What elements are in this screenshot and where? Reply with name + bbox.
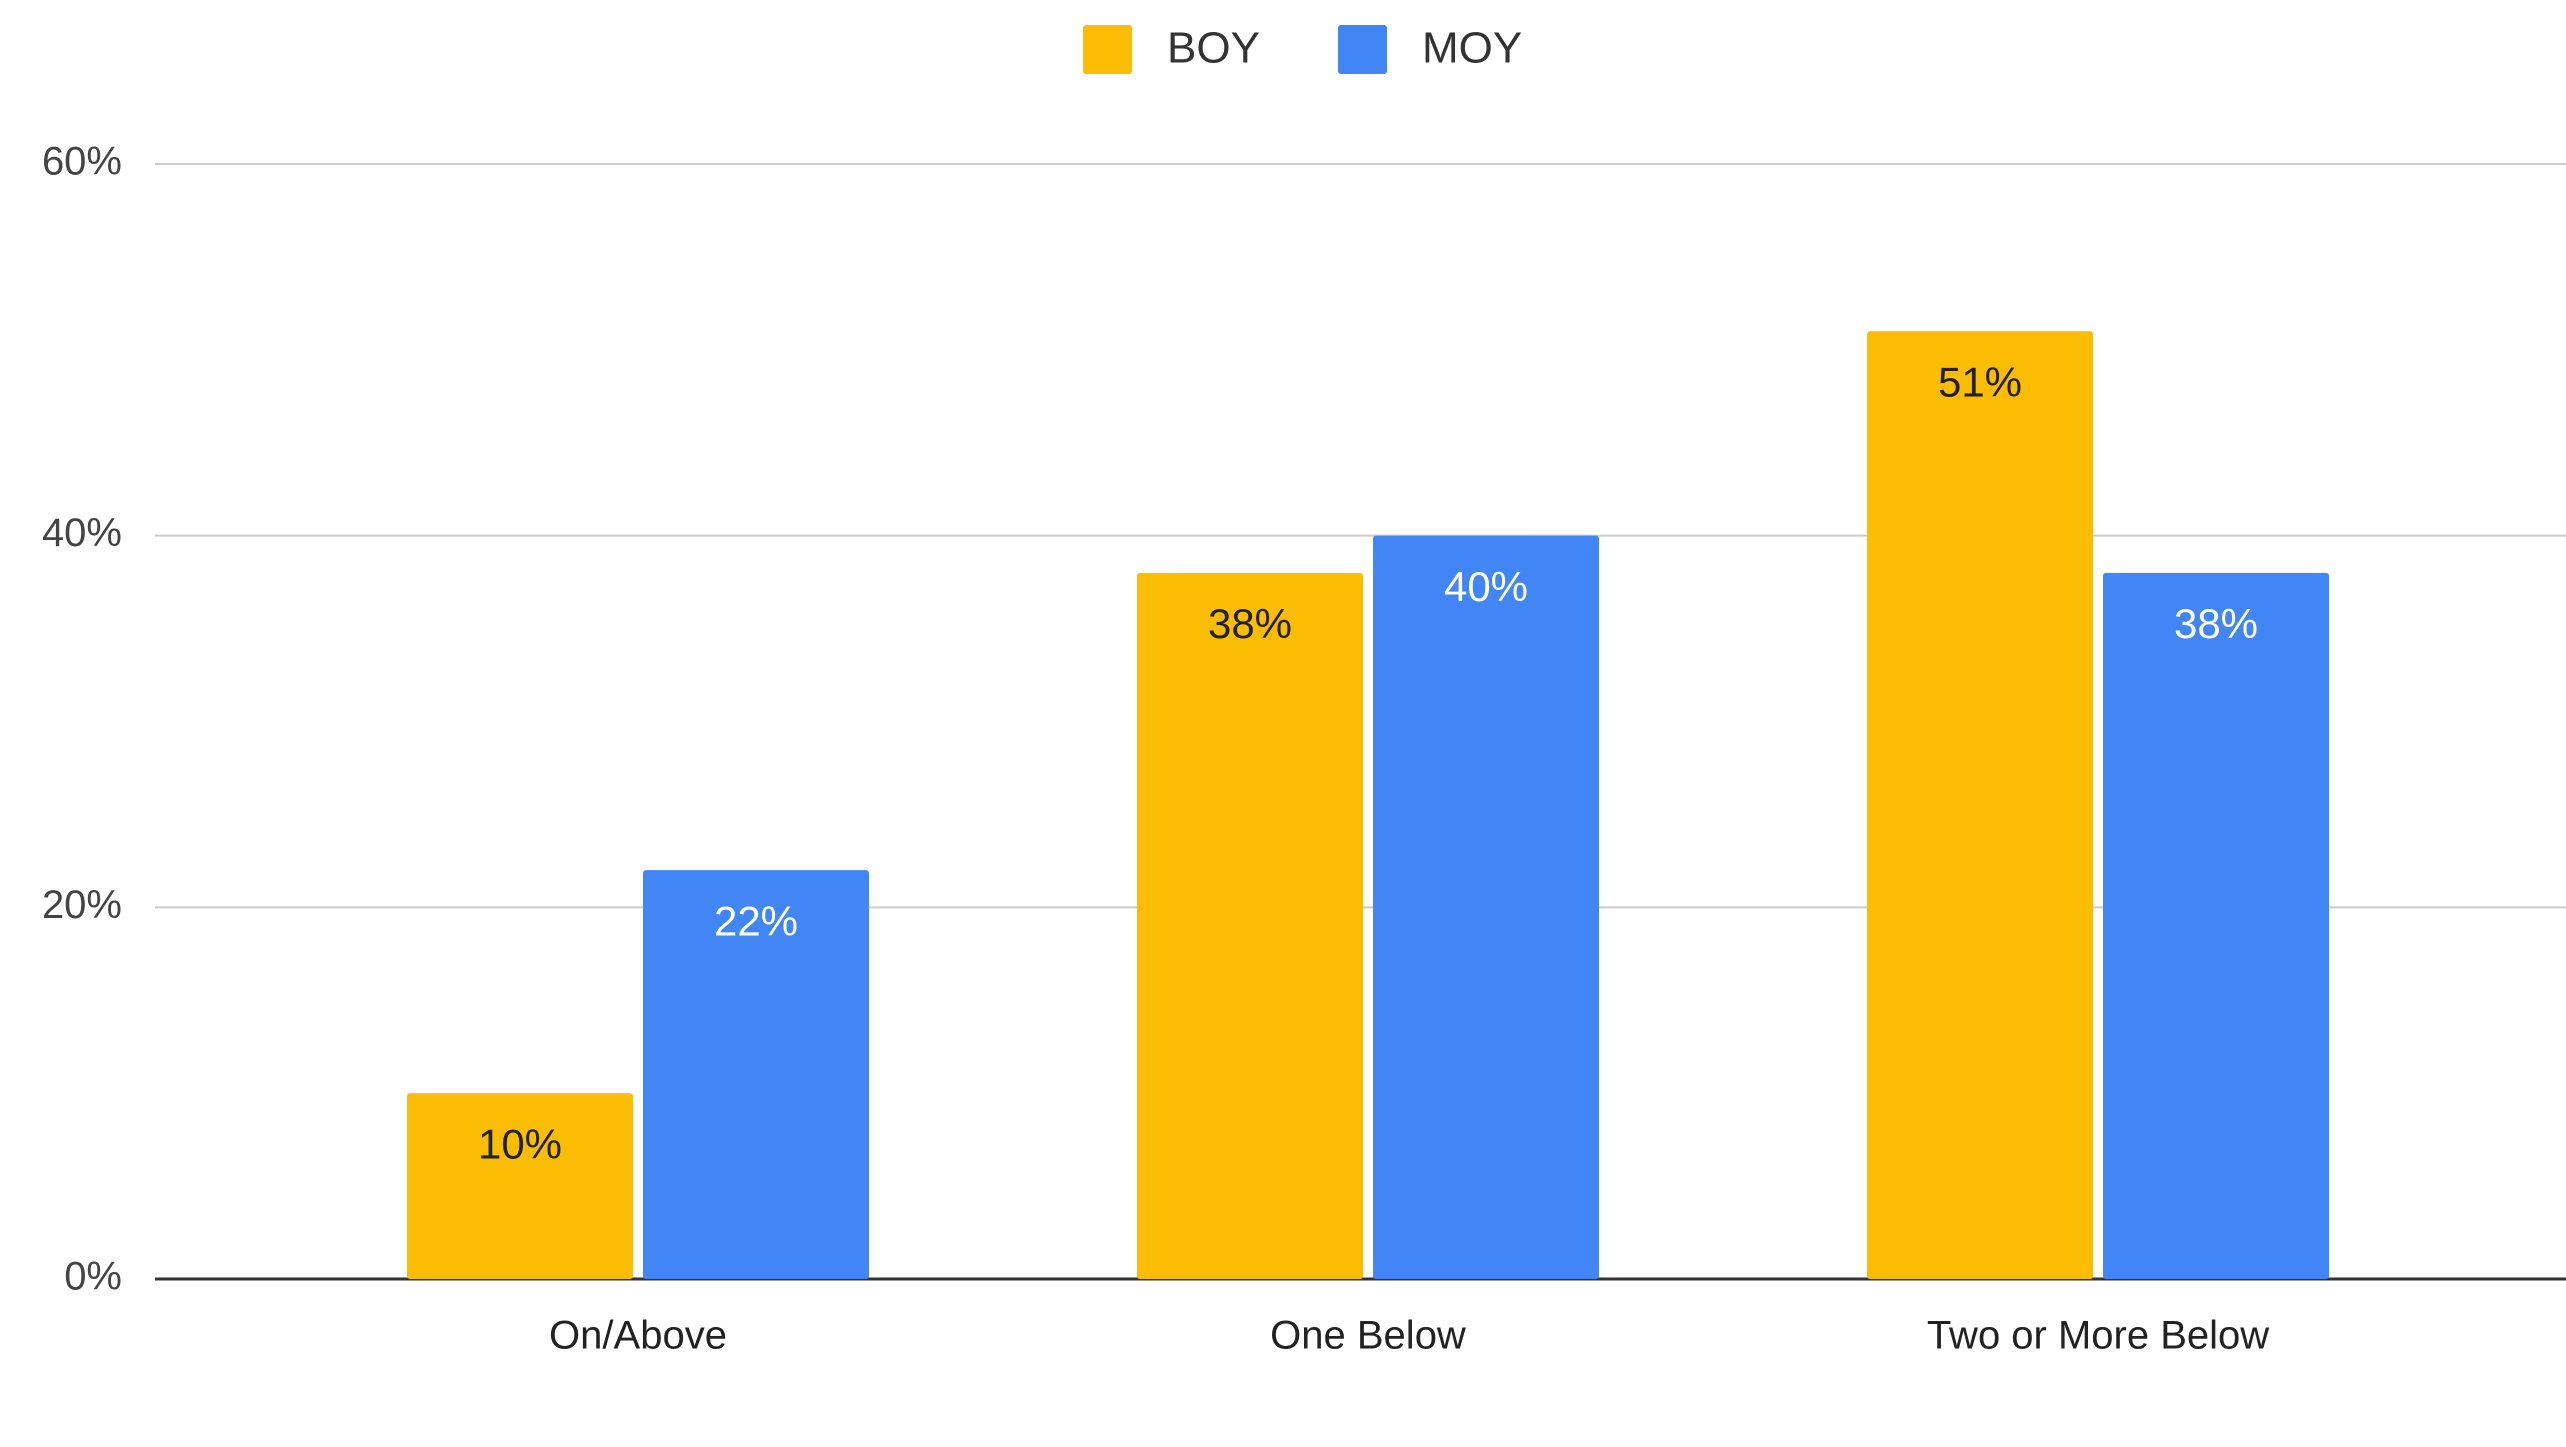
x-tick-label: On/Above (549, 1314, 727, 1358)
data-label: 10% (478, 1120, 562, 1167)
y-tick-label: 40% (42, 511, 122, 555)
data-label: 38% (2174, 600, 2258, 647)
bar (1867, 331, 2093, 1279)
legend-label: BOY (1167, 24, 1260, 73)
bar (643, 870, 869, 1279)
x-tick-label: Two or More Below (1927, 1314, 2269, 1358)
bar (1137, 572, 1363, 1279)
x-tick-label: One Below (1270, 1314, 1466, 1358)
bar (1373, 535, 1599, 1279)
data-label: 51% (1938, 358, 2022, 405)
data-label: 22% (714, 897, 798, 944)
legend-swatch (1083, 25, 1132, 74)
legend-swatch (1338, 25, 1387, 74)
bar (2103, 572, 2329, 1279)
y-tick-label: 60% (42, 140, 122, 184)
legend-label: MOY (1422, 24, 1522, 73)
data-label: 40% (1444, 563, 1528, 610)
y-tick-label: 20% (42, 883, 122, 927)
bar (407, 1093, 633, 1279)
data-label: 38% (1208, 600, 1292, 647)
y-tick-label: 0% (64, 1255, 122, 1299)
